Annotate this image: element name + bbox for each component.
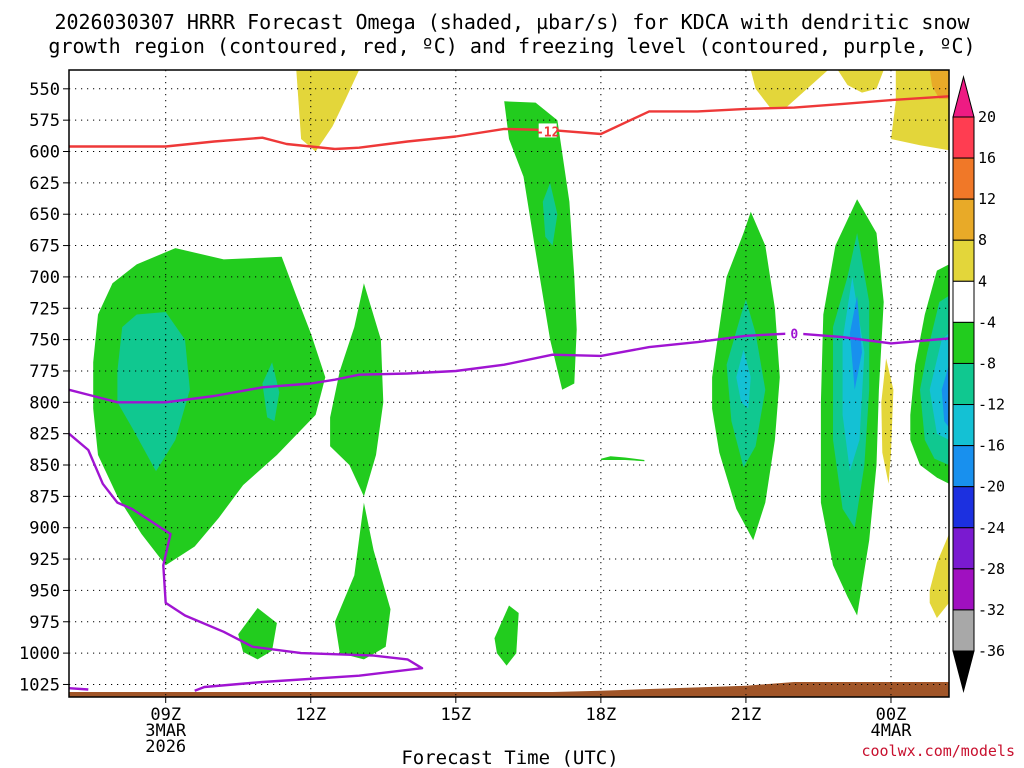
y-tick-label-15: 925 — [29, 550, 60, 570]
y-tick-label-6: 700 — [29, 268, 60, 288]
colorbar-swatch-5 — [952, 321, 975, 364]
colorbar-swatch-8 — [952, 445, 975, 488]
y-tick-label-16: 950 — [29, 581, 60, 601]
omega-region-26 — [881, 358, 894, 484]
omega-region-3 — [330, 283, 384, 497]
omega-region-9 — [600, 456, 645, 462]
y-axis-ticks: 550 575 600 625 650 675 700 725 750 775 800 825 850 8… — [19, 80, 69, 695]
y-tick-label-7: 725 — [29, 299, 60, 319]
omega-region-20 — [941, 364, 949, 428]
omega-region-22 — [750, 70, 829, 109]
x-tick-label-5-1: 4MAR — [871, 721, 913, 741]
omega-region-21 — [296, 70, 360, 152]
colorbar-swatch-4 — [952, 280, 975, 323]
colorbar-label-10: -24 — [978, 519, 1005, 537]
colorbar-swatch-11 — [952, 568, 975, 611]
contour-line-0 — [69, 95, 950, 151]
colorbar-swatch-10 — [952, 527, 975, 570]
x-tick-label-0-1: 3MAR — [145, 721, 187, 741]
omega-region-23 — [837, 70, 884, 93]
colorbar-label-13: -36 — [978, 642, 1005, 660]
contour-line-3 — [68, 687, 89, 691]
colorbar-swatch-0 — [952, 116, 975, 159]
y-tick-label-18: 1000 — [19, 644, 60, 664]
colorbar-swatch-9 — [952, 486, 975, 529]
x-tick-label-1-0: 12Z — [295, 705, 326, 725]
omega-region-5 — [238, 608, 277, 660]
colorbar-label-9: -20 — [978, 478, 1005, 496]
y-tick-label-5: 675 — [29, 237, 60, 257]
colorbar-swatch-3 — [952, 239, 975, 282]
colorbar-swatch-12 — [952, 609, 975, 652]
y-tick-label-14: 900 — [29, 519, 60, 539]
contour-label-1: 0 — [790, 327, 798, 342]
plot-frame — [68, 69, 950, 698]
colorbar-label-5: -4 — [978, 313, 996, 331]
colorbar: 20 16 12 8 4 -4 -8 -12 -16 -20 -24 -28 -32 -36 — [952, 75, 1005, 693]
colorbar-label-6: -8 — [978, 354, 996, 372]
contour-line-1 — [68, 332, 950, 404]
colorbar-label-12: -32 — [978, 601, 1005, 619]
x-axis-label: Forecast Time (UTC) — [401, 747, 618, 768]
x-tick-label-2-0: 15Z — [440, 705, 471, 725]
y-tick-label-2: 600 — [29, 143, 60, 163]
omega-region-1 — [117, 312, 190, 472]
colorbar-label-4: 4 — [978, 272, 987, 290]
colorbar-label-2: 12 — [978, 190, 996, 208]
y-tick-label-8: 750 — [29, 331, 60, 351]
y-tick-label-9: 775 — [29, 362, 60, 382]
colorbar-label-0: 20 — [978, 108, 996, 126]
x-tick-label-0-2: 2026 — [145, 737, 186, 757]
y-tick-label-11: 825 — [29, 425, 60, 445]
contour-series: -12 0 — [68, 95, 950, 692]
y-tick-label-17: 975 — [29, 613, 60, 633]
y-tick-label-4: 650 — [29, 205, 60, 225]
colorbar-label-3: 8 — [978, 231, 987, 249]
y-tick-label-19: 1025 — [19, 675, 60, 695]
omega-region-25 — [929, 70, 949, 99]
y-tick-label-0: 550 — [29, 80, 60, 100]
colorbar-swatch-6 — [952, 362, 975, 406]
y-tick-label-12: 850 — [29, 456, 60, 476]
x-tick-label-5-0: 00Z — [876, 705, 907, 725]
omega-shading — [93, 70, 949, 666]
colorbar-label-1: 16 — [978, 149, 996, 167]
y-tick-label-13: 875 — [29, 487, 60, 507]
x-tick-label-0-0: 09Z — [150, 705, 181, 725]
contour-label-bg-1 — [785, 325, 804, 340]
terrain-layer — [69, 682, 949, 697]
contour-label-bg-0 — [538, 123, 557, 138]
x-tick-label-4-0: 21Z — [731, 705, 762, 725]
colorbar-label-8: -16 — [978, 437, 1005, 455]
colorbar-swatch-1 — [952, 157, 975, 200]
chart-title: 2026030307 HRRR Forecast Omega (shaded, … — [54, 10, 970, 34]
contour-label-0: -12 — [536, 125, 559, 140]
chart-subtitle: growth region (contoured, red, ºC) and f… — [48, 34, 975, 58]
colorbar-label-7: -12 — [978, 396, 1005, 414]
colorbar-under-triangle — [952, 650, 975, 693]
x-tick-label-3-0: 18Z — [586, 705, 617, 725]
colorbar-swatch-2 — [952, 198, 975, 241]
omega-region-6 — [494, 605, 519, 666]
y-tick-label-1: 575 — [29, 111, 60, 131]
omega-region-12 — [736, 349, 751, 409]
omega-region-4 — [334, 502, 391, 660]
contour-line-2 — [68, 432, 424, 692]
colorbar-over-triangle — [952, 75, 975, 118]
omega-region-27 — [929, 534, 949, 618]
colorbar-label-11: -28 — [978, 560, 1005, 578]
omega-region-16 — [849, 295, 862, 390]
omega-region-2 — [262, 362, 280, 422]
colorbar-swatch-7 — [952, 404, 975, 447]
omega-region-7 — [504, 101, 577, 390]
y-tick-label-3: 625 — [29, 174, 60, 194]
plot-area: -12 0 — [68, 69, 950, 698]
terrain-fill — [69, 682, 949, 697]
credit-label: coolwx.com/models — [861, 742, 1015, 760]
y-tick-label-10: 800 — [29, 393, 60, 413]
